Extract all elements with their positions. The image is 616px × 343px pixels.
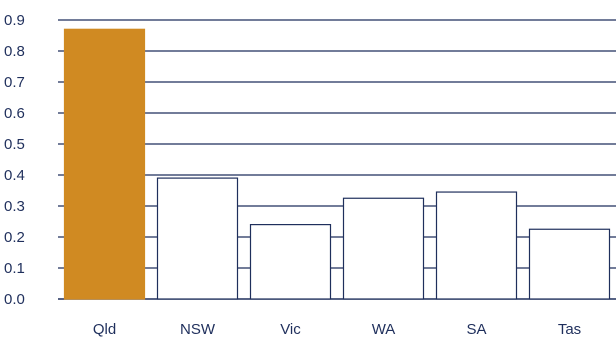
bar-sa (435, 191, 518, 300)
y-tick-label: 0.0 (4, 291, 25, 308)
y-tick-label: 0.8 (4, 43, 25, 60)
y-tick-label: 0.2 (4, 229, 25, 246)
y-axis-ticks: 0.0 0.1 0.2 0.3 0.4 0.5 0.6 0.7 0.8 0.9 (4, 12, 25, 308)
y-tick-label: 0.6 (4, 105, 25, 122)
x-category-label: SA (466, 321, 486, 338)
x-category-label: Qld (93, 321, 116, 338)
x-category-label: WA (372, 321, 396, 338)
y-tick-label: 0.4 (4, 167, 25, 184)
y-tick-label: 0.5 (4, 136, 25, 153)
x-category-label: Tas (558, 321, 581, 338)
x-category-label: Vic (280, 321, 301, 338)
bar-tas (528, 228, 611, 300)
y-tick-label: 0.9 (4, 12, 25, 29)
gridlines (58, 19, 616, 300)
bar-qld (63, 28, 146, 300)
y-tick-label: 0.1 (4, 260, 25, 277)
y-tick-label: 0.3 (4, 198, 25, 215)
bar-wa (342, 197, 425, 300)
bar-vic (249, 224, 332, 300)
bars (63, 28, 611, 300)
bar-nsw (156, 177, 239, 300)
x-axis-labels: Qld NSW Vic WA SA Tas (93, 321, 581, 338)
x-category-label: NSW (180, 321, 216, 338)
y-tick-label: 0.7 (4, 74, 25, 91)
